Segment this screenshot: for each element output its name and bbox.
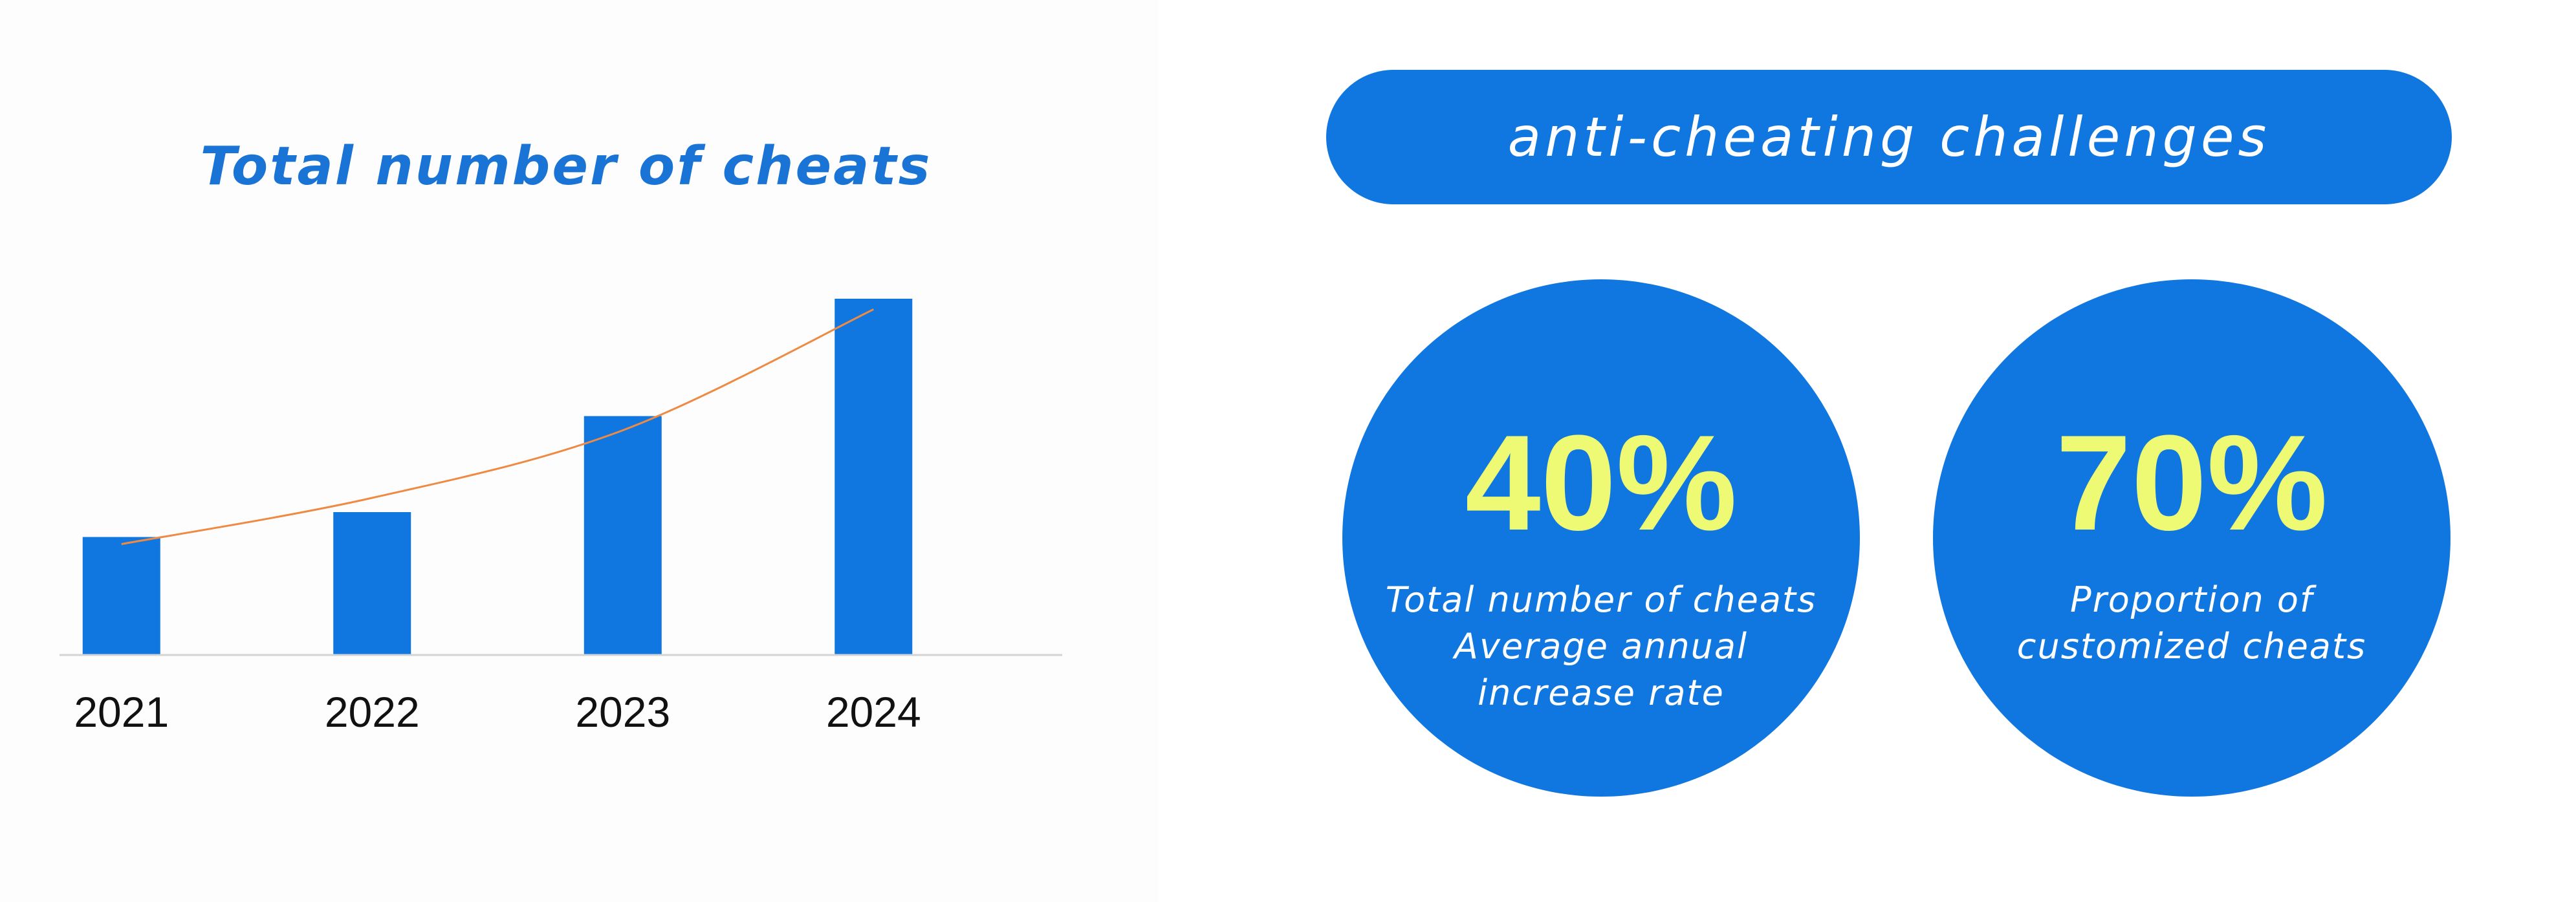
stat-caption-line: customized cheats (2016, 626, 2367, 667)
x-tick-label: 2022 (325, 688, 420, 736)
chart-panel: Total number of cheats 2021 2022 2023 2024 (0, 0, 1158, 902)
stat-caption-line: Average annual (1454, 626, 1748, 667)
challenges-header: anti-cheating challenges (1326, 70, 2452, 204)
bar-chart: 2021 2022 2023 2024 (60, 299, 1062, 736)
stat-caption-line: increase rate (1478, 672, 1725, 713)
bar-2022 (333, 512, 411, 654)
stat-value-customized: 70% (2055, 407, 2328, 559)
x-tick-label: 2023 (575, 688, 670, 736)
x-tick-label: 2021 (74, 688, 169, 736)
stat-caption-line: Total number of cheats (1385, 579, 1817, 620)
bar-2024 (835, 299, 913, 654)
stat-value-growth: 40% (1465, 407, 1738, 559)
bar-2021 (82, 537, 160, 654)
trendline (121, 308, 874, 545)
chart-title: Total number of cheats (200, 136, 932, 197)
stat-caption-customized: Proportion of customized cheats (1933, 577, 2450, 670)
stat-circle-customized: 70% Proportion of customized cheats (1933, 279, 2450, 797)
stat-caption-line: Proportion of (2070, 579, 2313, 620)
stat-circle-growth: 40% Total number of cheats Average annua… (1342, 279, 1860, 797)
stat-caption-growth: Total number of cheats Average annual in… (1342, 577, 1860, 716)
x-tick-label: 2024 (826, 688, 921, 736)
challenges-title: anti-cheating challenges (1507, 105, 2271, 169)
bar-2023 (584, 416, 662, 654)
